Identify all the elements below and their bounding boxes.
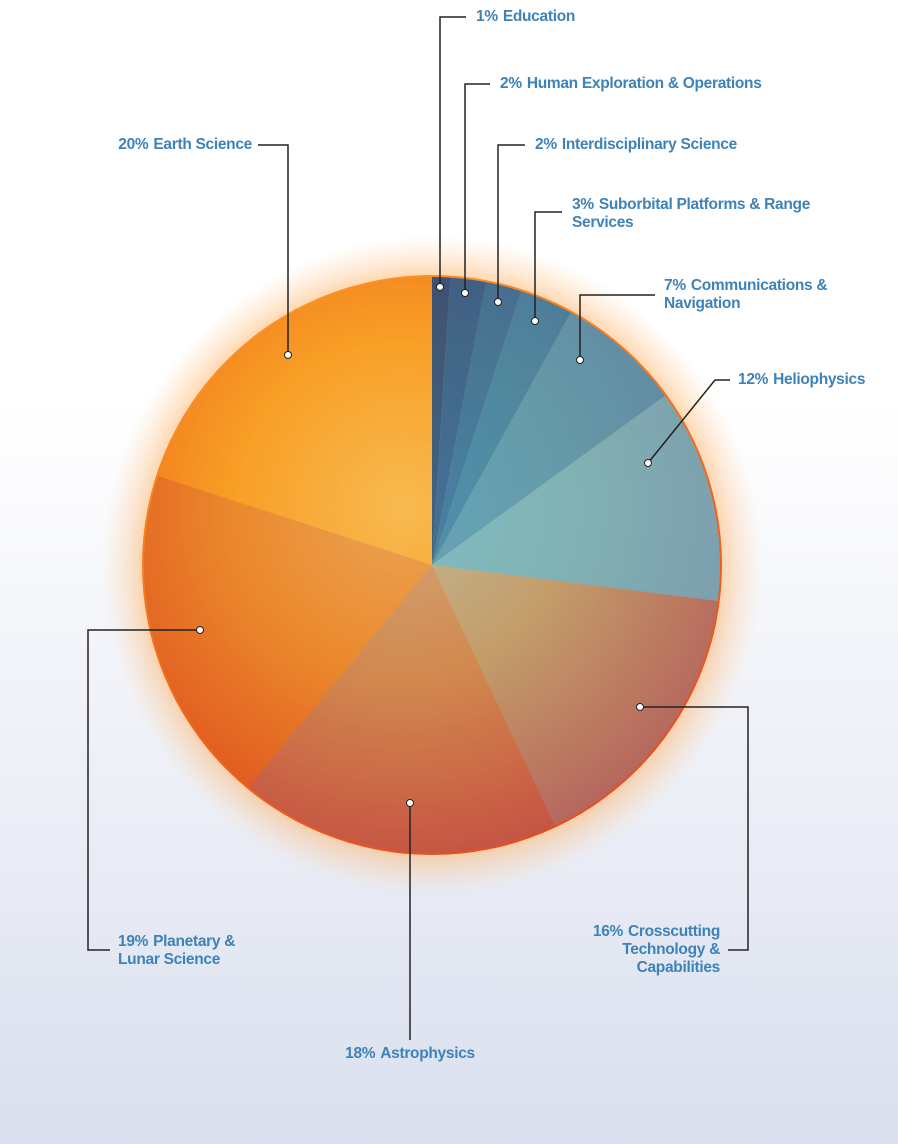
pie-slice [158, 277, 433, 565]
leader-dot [461, 289, 469, 297]
slice-name: Earth Science [153, 136, 252, 153]
leader-line [579, 294, 655, 360]
slice-name: Human Exploration & Operations [526, 75, 762, 92]
leader-line [258, 144, 289, 355]
leader-dot [494, 298, 502, 306]
slice-label: 20% Earth Science [50, 136, 252, 154]
slice-label: 7% Communications & Navigation [664, 277, 864, 313]
slice-label: 3% Suborbital Platforms & Range Services [572, 196, 812, 232]
leader-dot [636, 703, 644, 711]
slice-percent: 3% [572, 196, 594, 213]
pie-slice [432, 282, 521, 565]
slice-label: 2% Interdisciplinary Science [535, 136, 835, 154]
slice-percent: 1% [476, 8, 498, 25]
slice-label: 19% Planetary & Lunar Science [118, 933, 268, 969]
leader-dot [531, 317, 539, 325]
slice-label: 18% Astrophysics [300, 1045, 520, 1063]
slice-percent: 2% [500, 75, 522, 92]
slice-label: 16% Crosscutting Technology & Capabilitie… [550, 923, 720, 977]
slice-name: Planetary & Lunar Science [118, 933, 236, 968]
leader-dot [284, 351, 292, 359]
leader-line [87, 629, 200, 951]
leader-dot [436, 283, 444, 291]
pie-slice [432, 291, 571, 565]
pie-slice [432, 565, 718, 826]
leader-dot [406, 799, 414, 807]
slice-percent: 7% [664, 277, 686, 294]
leader-line [640, 706, 749, 951]
leader-dot [196, 626, 204, 634]
slice-name: Crosscutting Technology & Capabilities [622, 923, 720, 976]
slice-name: Communications & Navigation [664, 277, 828, 312]
slice-percent: 2% [535, 136, 557, 153]
leader-line [534, 211, 562, 321]
leader-dot [576, 356, 584, 364]
pie-slice [144, 476, 432, 787]
leader-line [647, 379, 730, 464]
pie-slice [432, 277, 486, 565]
pie-slice [432, 312, 665, 565]
slice-label: 2% Human Exploration & Operations [500, 75, 860, 93]
slice-label: 1% Education [476, 8, 676, 26]
slice-percent: 18% [345, 1045, 376, 1062]
slice-name: Education [502, 8, 576, 25]
slice-name: Astrophysics [380, 1045, 475, 1062]
leader-line [497, 144, 525, 302]
pie-slice [432, 395, 720, 602]
slice-name: Interdisciplinary Science [561, 136, 737, 153]
slice-percent: 12% [738, 371, 769, 388]
pie-slice [248, 565, 555, 853]
slice-percent: 20% [118, 136, 149, 153]
leader-line [464, 83, 490, 293]
slice-name: Heliophysics [773, 371, 866, 388]
pie-slice [432, 277, 451, 565]
slice-label: 12% Heliophysics [738, 371, 898, 389]
leader-line [439, 16, 466, 287]
slice-percent: 16% [592, 923, 623, 940]
leader-dot [644, 459, 652, 467]
slice-name: Suborbital Platforms & Range Services [572, 196, 811, 231]
slice-percent: 19% [118, 933, 149, 950]
